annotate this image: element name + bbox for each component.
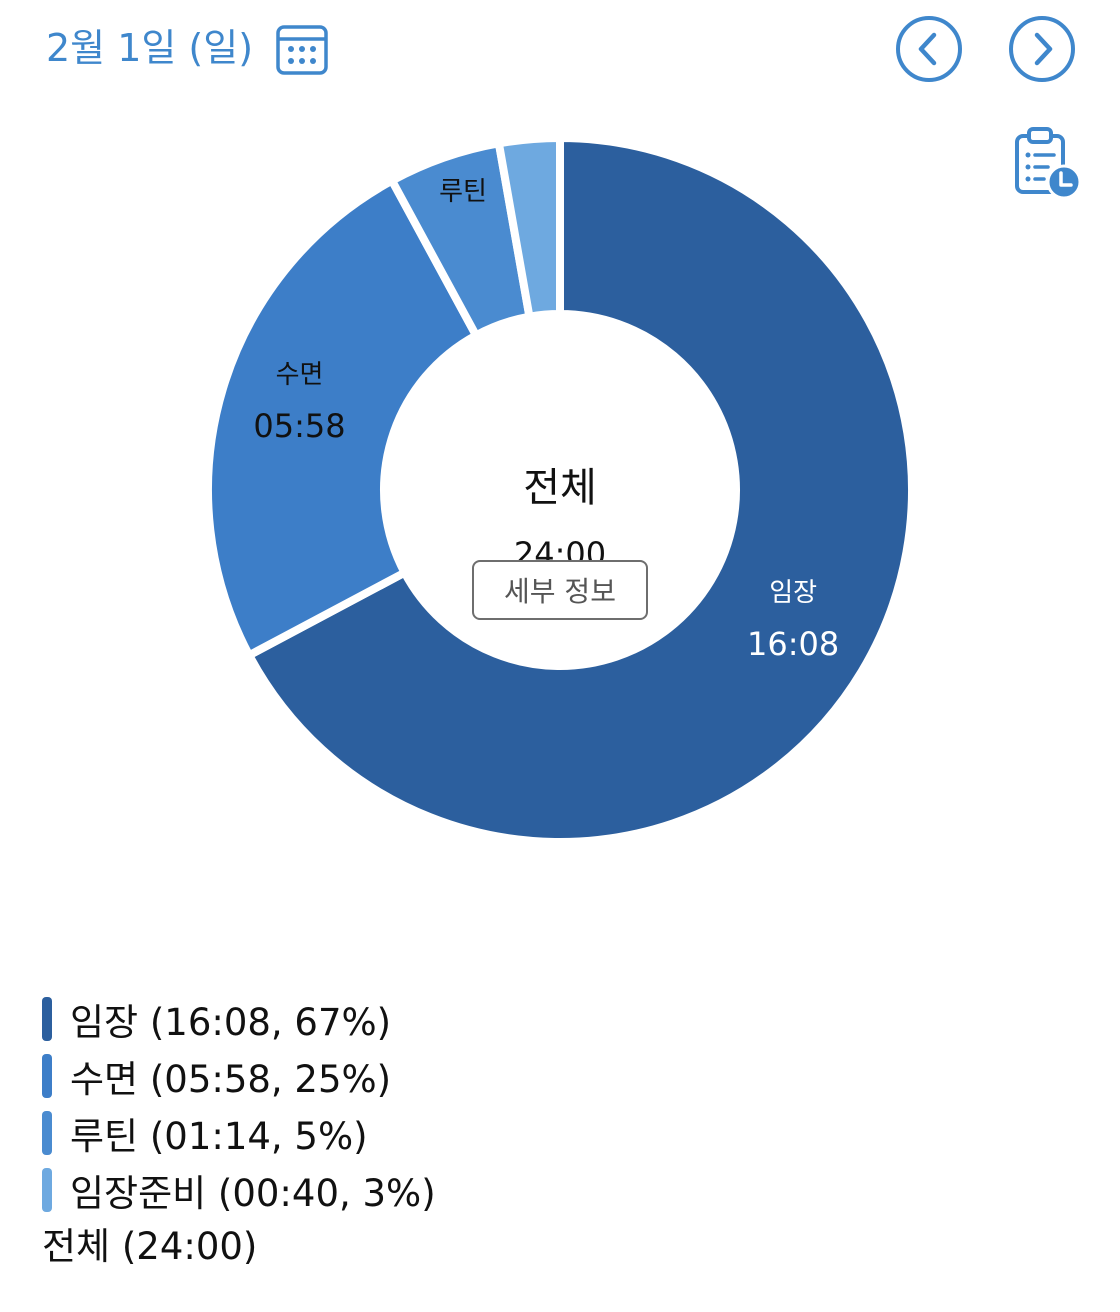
- legend-item: 임장 (16:08, 67%): [42, 990, 436, 1047]
- slice-label-name: 수면: [275, 359, 324, 390]
- center-title: 전체: [523, 465, 597, 511]
- chevron-left-circle-icon[interactable]: [894, 14, 964, 84]
- legend-swatch: [42, 996, 52, 1041]
- legend-total: 전체 (24:00): [42, 1225, 258, 1268]
- legend-label: 임장 (16:08, 67%): [70, 1000, 392, 1044]
- slice-label-time: 05:58: [253, 406, 346, 445]
- legend-swatch: [42, 1053, 52, 1098]
- slice-label-name: 루틴: [439, 177, 487, 208]
- date-title[interactable]: 2월 1일 (일): [46, 26, 254, 70]
- donut-slice-1[interactable]: [245, 134, 916, 846]
- donut-slice-2[interactable]: [204, 176, 481, 660]
- donut-chart: 임장 16:08 수면 05:58 루틴 전체 24:00 세부 정보: [204, 134, 916, 846]
- legend-label: 수면 (05:58, 25%): [70, 1057, 392, 1101]
- chart-center: 전체 24:00: [400, 455, 720, 573]
- chevron-right-circle-icon[interactable]: [1007, 14, 1077, 84]
- legend-item: 임장준비 (00:40, 3%): [42, 1161, 436, 1218]
- legend-item: 수면 (05:58, 25%): [42, 1047, 436, 1104]
- slice-label-name: 임장: [769, 578, 818, 609]
- slice-label-time: 16:08: [747, 625, 840, 664]
- donut-slice-4[interactable]: [494, 134, 564, 321]
- slice-label-3: 루틴: [439, 179, 487, 205]
- calendar-icon[interactable]: [274, 22, 330, 78]
- donut-svg: [204, 134, 916, 846]
- clipboard-clock-icon[interactable]: [1010, 124, 1084, 202]
- slice-label-1: 임장 16:08: [747, 580, 839, 660]
- legend-item: 루틴 (01:14, 5%): [42, 1104, 436, 1161]
- legend-label: 루틴 (01:14, 5%): [70, 1114, 368, 1158]
- legend-label: 임장준비 (00:40, 3%): [70, 1171, 436, 1215]
- detail-info-button[interactable]: 세부 정보: [472, 560, 648, 620]
- legend: 임장 (16:08, 67%) 수면 (05:58, 25%) 루틴 (01:14,…: [42, 990, 436, 1275]
- slice-label-2: 수면 05:58: [253, 362, 345, 442]
- legend-swatch: [42, 1167, 52, 1212]
- legend-swatch: [42, 1110, 52, 1155]
